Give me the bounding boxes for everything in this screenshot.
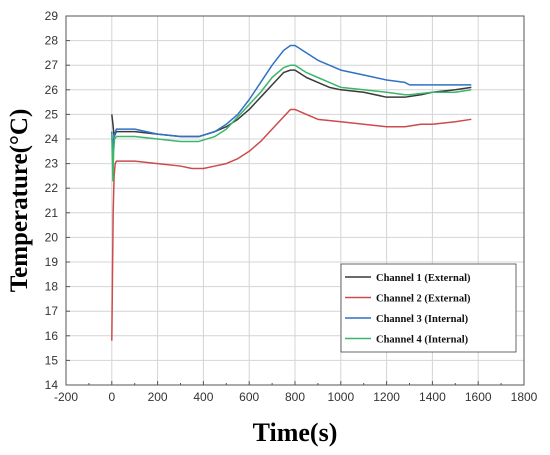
y-tick-label: 27 bbox=[45, 58, 59, 72]
y-tick-label: 22 bbox=[45, 181, 59, 195]
axis-ticks bbox=[65, 15, 525, 386]
y-tick-label: 21 bbox=[45, 206, 59, 220]
series-lines bbox=[111, 44, 472, 341]
legend-label: Channel 4 (Internal) bbox=[376, 335, 469, 346]
y-tick-label: 19 bbox=[45, 255, 59, 269]
y-tick-labels: 14 15 16 17 18 19 20 21 22 23 24 25 26 27 28 29 bbox=[45, 9, 59, 392]
x-tick-label: 1600 bbox=[465, 390, 492, 404]
y-tick-label: 23 bbox=[45, 157, 59, 171]
y-tick-label: 18 bbox=[45, 280, 59, 294]
x-tick-labels: -200 0 200 400 600 800 1000 1200 1400 1600 1800 bbox=[54, 390, 538, 404]
x-tick-label: 1200 bbox=[373, 390, 400, 404]
y-tick-label: 24 bbox=[45, 132, 59, 146]
y-axis-title: Temperature(°C) bbox=[6, 109, 33, 293]
x-tick-label: 200 bbox=[148, 390, 168, 404]
legend-label: Channel 2 (External) bbox=[376, 294, 471, 305]
series-line-channel-1 bbox=[111, 69, 472, 138]
x-tick-label: 0 bbox=[108, 390, 115, 404]
y-tick-label: 25 bbox=[45, 107, 59, 121]
x-tick-label: 1400 bbox=[419, 390, 446, 404]
legend: Channel 1 (External) Channel 2 (External)… bbox=[340, 263, 517, 353]
x-tick-label: 1000 bbox=[327, 390, 354, 404]
y-tick-label: 14 bbox=[45, 378, 59, 392]
y-tick-label: 29 bbox=[45, 9, 59, 23]
y-tick-label: 26 bbox=[45, 83, 59, 97]
y-tick-label: 28 bbox=[45, 34, 59, 48]
series-line-channel-2 bbox=[111, 108, 472, 341]
y-tick-label: 16 bbox=[45, 329, 59, 343]
x-tick-label: 1800 bbox=[511, 390, 538, 404]
x-axis-title: Time(s) bbox=[253, 418, 338, 447]
y-tick-label: 17 bbox=[45, 304, 59, 318]
legend-label: Channel 1 (External) bbox=[376, 273, 471, 284]
x-tick-label: 800 bbox=[285, 390, 305, 404]
y-tick-label: 15 bbox=[45, 353, 59, 367]
y-tick-label: 20 bbox=[45, 230, 59, 244]
series-line-channel-3 bbox=[111, 44, 472, 160]
legend-box bbox=[340, 263, 517, 353]
legend-label: Channel 3 (Internal) bbox=[376, 314, 469, 325]
x-tick-label: -200 bbox=[54, 390, 78, 404]
series-line-channel-4 bbox=[111, 64, 472, 182]
x-tick-label: 400 bbox=[193, 390, 213, 404]
x-tick-label: 600 bbox=[239, 390, 259, 404]
